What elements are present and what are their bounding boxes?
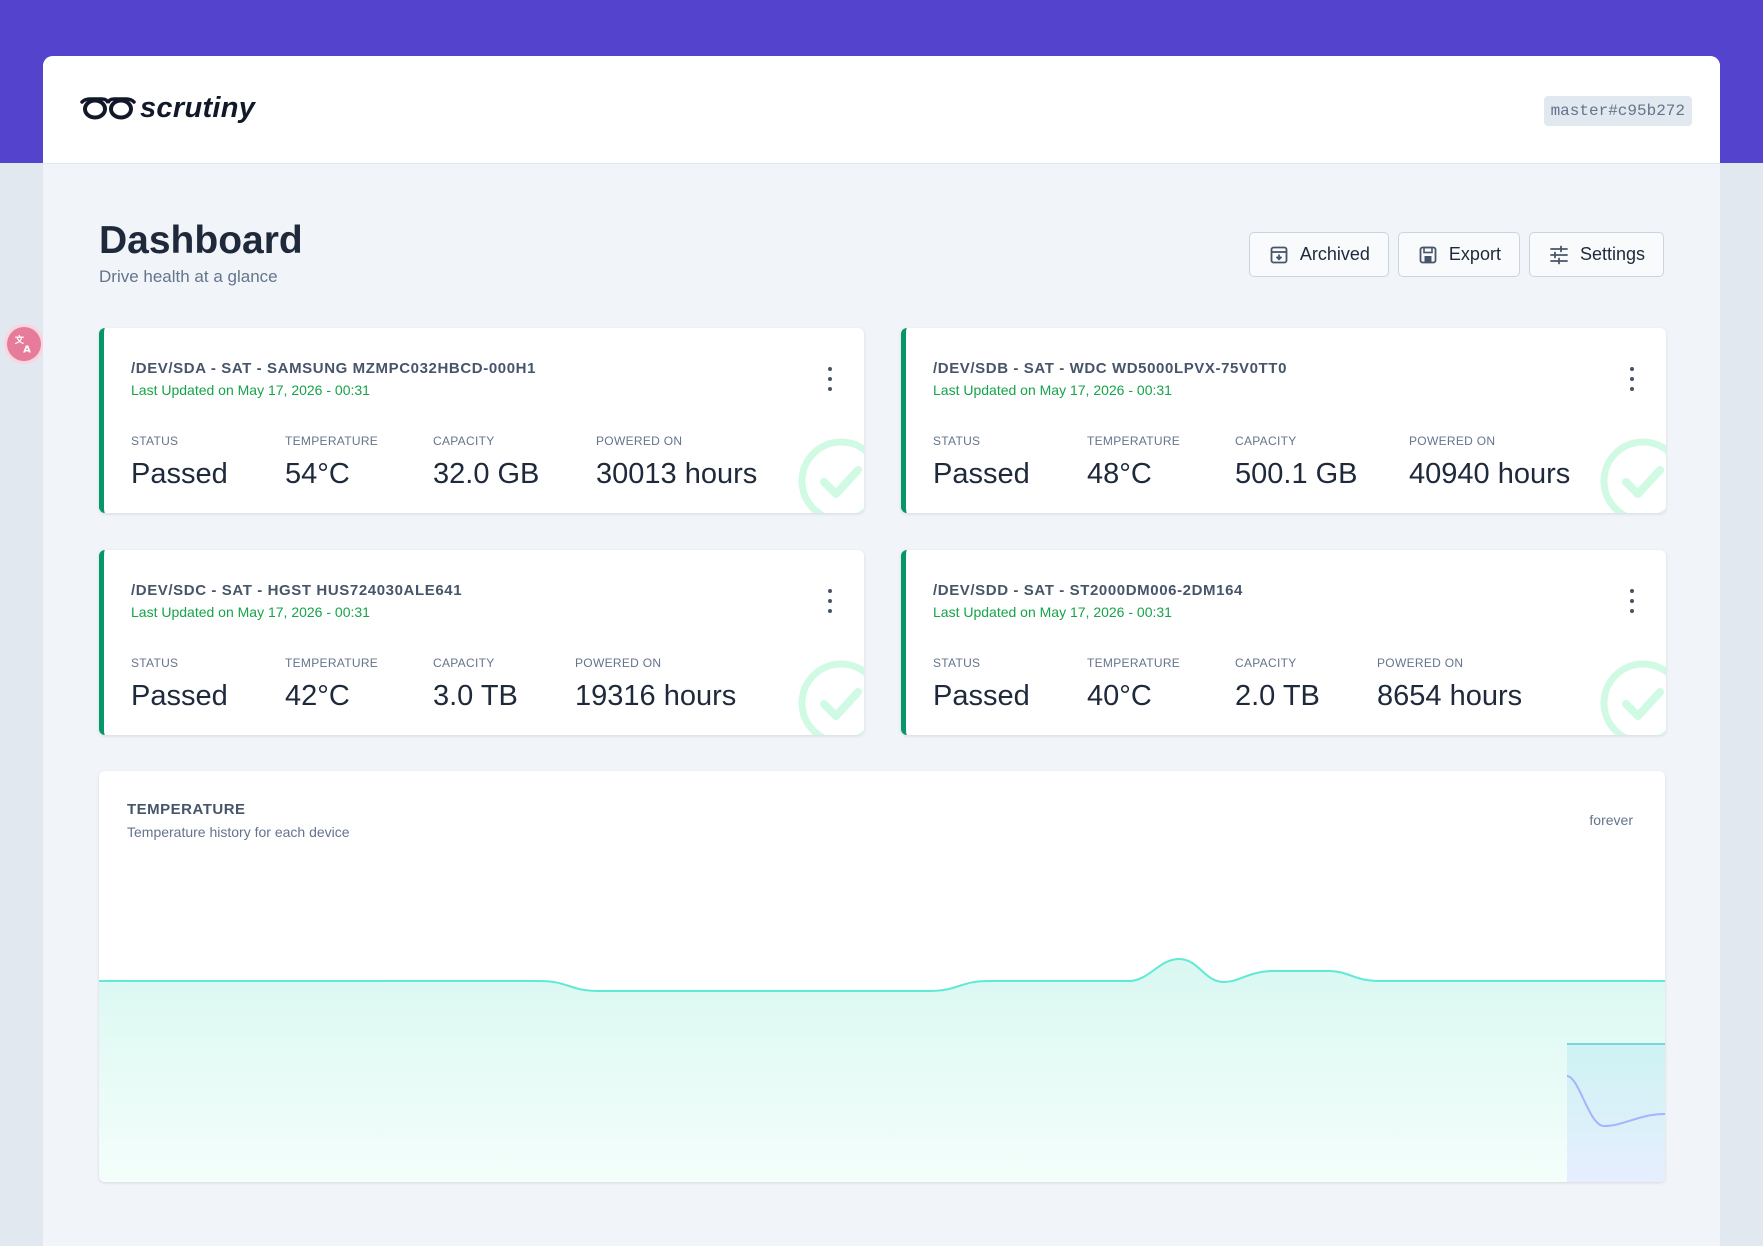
device-temperature: 42°C: [285, 680, 350, 712]
temperature-series-2-line: [1566, 1075, 1665, 1128]
stat-temperature: TEMPERATURE 48°C: [1087, 434, 1181, 490]
device-capacity: 32.0 GB: [433, 458, 540, 490]
stat-status: STATUS Passed: [131, 656, 228, 712]
toolbar: Archived Export: [1248, 232, 1664, 277]
device-temperature: 48°C: [1087, 458, 1152, 490]
device-last-updated: Last Updated on May 17, 2026 - 00:31: [933, 382, 1172, 398]
archive-icon: [1269, 245, 1289, 265]
svg-text:A: A: [23, 344, 31, 355]
version-badge: master#c95b272: [1543, 96, 1692, 126]
device-title[interactable]: /DEV/SDC - SAT - HGST HUS724030ALE641: [131, 582, 463, 599]
device-status: Passed: [933, 680, 1030, 712]
device-card-sdb[interactable]: /DEV/SDB - SAT - WDC WD5000LPVX-75V0TT0 …: [901, 328, 1666, 513]
logo[interactable]: scrutiny: [80, 92, 255, 125]
more-vertical-icon[interactable]: [824, 367, 836, 391]
device-powered-on: 30013 hours: [596, 458, 758, 490]
archived-button[interactable]: Archived: [1248, 232, 1389, 277]
device-status: Passed: [131, 458, 228, 490]
stat-status: STATUS Passed: [933, 434, 1030, 490]
temperature-series-area: [99, 959, 1665, 1182]
device-last-updated: Last Updated on May 17, 2026 - 00:31: [131, 382, 370, 398]
more-vertical-icon[interactable]: [1626, 589, 1638, 613]
temperature-chart[interactable]: [99, 771, 1665, 1182]
stat-capacity: CAPACITY 500.1 GB: [1235, 434, 1358, 490]
device-status: Passed: [131, 680, 228, 712]
archived-label: Archived: [1299, 244, 1370, 264]
stat-capacity: CAPACITY 3.0 TB: [433, 656, 518, 712]
settings-button[interactable]: Settings: [1528, 232, 1664, 277]
temperature-series-2-area: [1567, 1044, 1665, 1182]
device-powered-on: 19316 hours: [575, 680, 737, 712]
time-range-selector[interactable]: forever: [1589, 812, 1633, 828]
temperature-panel: TEMPERATURE Temperature history for each…: [99, 771, 1665, 1182]
page-title: Dashboard: [99, 219, 303, 262]
settings-label: Settings: [1579, 244, 1645, 264]
device-card-sda[interactable]: /DEV/SDA - SAT - SAMSUNG MZMPC032HBCD-00…: [99, 328, 864, 513]
export-label: Export: [1448, 244, 1501, 264]
stat-powered-on: POWERED ON 8654 hours: [1377, 656, 1523, 712]
check-circle-icon: [1600, 660, 1666, 735]
save-icon: [1418, 245, 1438, 265]
glasses-icon: [80, 96, 136, 119]
more-vertical-icon[interactable]: [1626, 367, 1638, 391]
app-name: scrutiny: [140, 92, 256, 124]
export-button[interactable]: Export: [1397, 232, 1520, 277]
stat-capacity: CAPACITY 32.0 GB: [433, 434, 540, 490]
device-capacity: 2.0 TB: [1235, 680, 1320, 712]
device-status: Passed: [933, 458, 1030, 490]
device-last-updated: Last Updated on May 17, 2026 - 00:31: [131, 604, 370, 620]
temperature-series-line: [99, 957, 1665, 992]
more-vertical-icon[interactable]: [824, 589, 836, 613]
device-card-sdd[interactable]: /DEV/SDD - SAT - ST2000DM006-2DM164 Last…: [901, 550, 1666, 735]
stat-powered-on: POWERED ON 30013 hours: [596, 434, 758, 490]
device-title[interactable]: /DEV/SDD - SAT - ST2000DM006-2DM164: [933, 582, 1243, 599]
device-last-updated: Last Updated on May 17, 2026 - 00:31: [933, 604, 1172, 620]
stat-capacity: CAPACITY 2.0 TB: [1235, 656, 1320, 712]
stat-temperature: TEMPERATURE 40°C: [1087, 656, 1181, 712]
app-header: scrutiny master#c95b272: [43, 56, 1720, 164]
sliders-icon: [1549, 245, 1569, 265]
app-window: scrutiny master#c95b272 Dashboard Drive …: [43, 56, 1720, 1246]
stat-powered-on: POWERED ON 40940 hours: [1409, 434, 1571, 490]
translate-icon[interactable]: 文 A: [7, 327, 41, 361]
device-title[interactable]: /DEV/SDA - SAT - SAMSUNG MZMPC032HBCD-00…: [131, 360, 537, 377]
stat-status: STATUS Passed: [933, 656, 1030, 712]
stat-powered-on: POWERED ON 19316 hours: [575, 656, 737, 712]
check-circle-icon: [798, 438, 864, 513]
check-circle-icon: [1600, 438, 1666, 513]
page-subtitle: Drive health at a glance: [99, 267, 278, 286]
device-temperature: 54°C: [285, 458, 350, 490]
stat-temperature: TEMPERATURE 54°C: [285, 434, 379, 490]
device-capacity: 3.0 TB: [433, 680, 518, 712]
stat-status: STATUS Passed: [131, 434, 228, 490]
chart-subtitle: Temperature history for each device: [127, 824, 350, 840]
device-powered-on: 8654 hours: [1377, 680, 1523, 712]
device-title[interactable]: /DEV/SDB - SAT - WDC WD5000LPVX-75V0TT0: [933, 360, 1288, 377]
stat-temperature: TEMPERATURE 42°C: [285, 656, 379, 712]
svg-text:文: 文: [15, 334, 25, 346]
check-circle-icon: [798, 660, 864, 735]
device-temperature: 40°C: [1087, 680, 1152, 712]
device-card-sdc[interactable]: /DEV/SDC - SAT - HGST HUS724030ALE641 La…: [99, 550, 864, 735]
device-powered-on: 40940 hours: [1409, 458, 1571, 490]
chart-title: TEMPERATURE: [127, 801, 246, 818]
device-capacity: 500.1 GB: [1235, 458, 1358, 490]
